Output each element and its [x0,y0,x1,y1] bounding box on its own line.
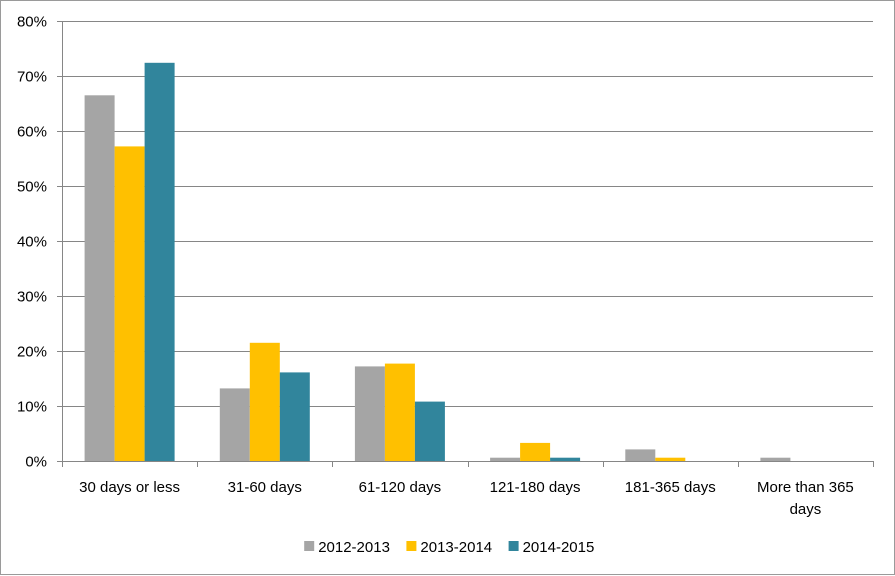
y-tick-label: 30% [17,289,47,306]
bar [520,442,551,461]
bar [655,457,686,461]
x-tick-label: 31-60 days [228,479,302,496]
x-tick-label: 181-365 days [625,479,716,496]
y-tick-label: 0% [25,454,47,471]
bar [219,388,250,461]
bar [144,62,175,462]
x-tick-label: More than 365 days [757,479,854,518]
bar [354,366,385,461]
y-tick-label: 20% [17,344,47,361]
bar [760,457,791,461]
bar [414,401,445,461]
bar [279,372,310,461]
bar [384,363,415,461]
y-tick-label: 60% [17,124,47,141]
y-tick-label: 80% [17,14,47,31]
bar [625,449,656,461]
legend: 2012-2013 2013-2014 2014-2015 [304,539,594,556]
legend-label: 2012-2013 [318,539,390,556]
x-tick-label: 30 days or less [79,479,180,496]
y-tick-label: 50% [17,179,47,196]
legend-swatch [508,541,519,551]
bar [114,146,145,461]
bar [249,342,280,462]
legend-swatch [406,541,417,551]
y-tick-label: 10% [17,399,47,416]
bars [84,62,791,462]
y-axis-tick-labels: 0% 10% 20% 30% 40% 50% 60% 70% 80% [17,14,47,471]
bar [490,457,521,461]
bar [550,457,581,461]
gridlines [62,21,873,407]
y-tick-label: 70% [17,69,47,86]
x-tick-label: 61-120 days [359,479,442,496]
y-tick-label: 40% [17,234,47,251]
x-tick-label: 121-180 days [490,479,581,496]
legend-swatch [304,541,315,551]
legend-label: 2014-2015 [523,539,595,556]
legend-label: 2013-2014 [420,539,492,556]
axes [57,21,874,467]
bar [84,95,115,462]
x-axis-tick-labels: 30 days or less 31-60 days 61-120 days 121-… [79,479,854,518]
